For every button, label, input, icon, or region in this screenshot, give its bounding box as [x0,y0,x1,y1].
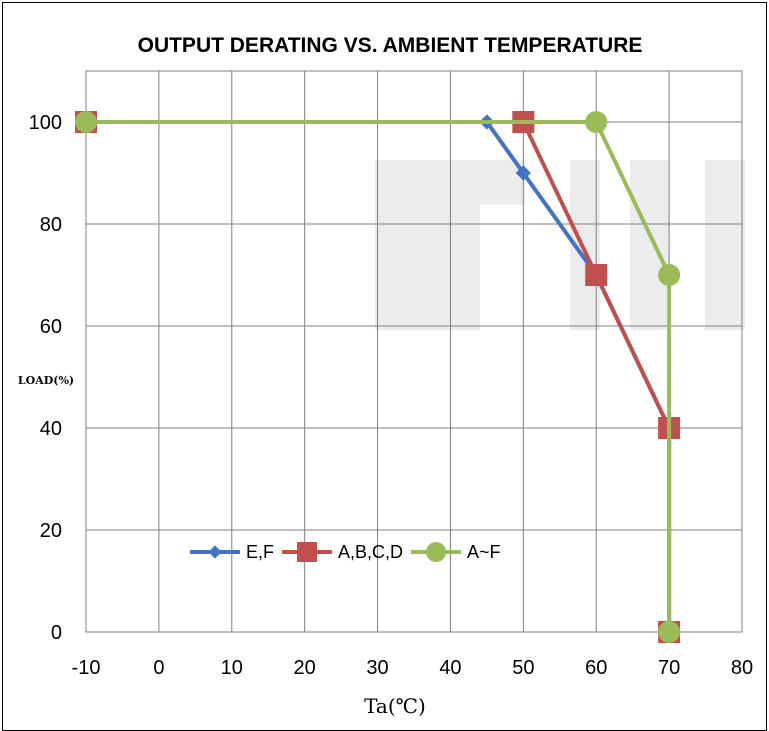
y-tick-label: 0 [51,622,62,644]
legend-label: A,B,C,D [338,542,403,562]
legend-item: A,B,C,D [282,542,403,562]
y-tick-label: 20 [40,520,62,542]
legend-label: E,F [246,542,274,562]
legend-item: E,F [190,542,274,562]
x-tick-label: 20 [294,657,316,679]
data-point-circle [658,621,681,643]
x-axis-ticks: -10 0 10 20 30 40 50 60 70 80 [72,657,754,679]
y-tick-label: 60 [40,316,62,338]
plot-area-border [85,70,743,633]
data-point-diamond [208,545,222,559]
x-tick-label: 60 [585,657,607,679]
y-axis-ticks: 0 20 40 60 80 100 [29,112,62,644]
legend-item: A~F [411,542,501,562]
legend: E,F A,B,C,D A~F [190,542,501,562]
legend-label: A~F [467,542,501,562]
data-point-diamond [515,165,531,181]
data-point-circle [426,542,447,562]
data-point-square [585,264,608,286]
data-point-circle [658,264,681,286]
x-tick-label: 30 [366,657,388,679]
x-tick-label: 80 [731,657,753,679]
y-tick-label: 40 [40,418,62,440]
x-tick-label: 40 [439,657,461,679]
series-line [86,120,672,632]
y-tick-label: 100 [29,112,62,134]
x-tick-label: 0 [153,657,164,679]
x-axis-label: Ta(℃) [364,694,426,718]
x-tick-label: 50 [512,657,534,679]
y-axis-label: LOAD(%) [18,374,74,387]
grid [85,70,743,633]
data-point-circle [585,111,608,133]
x-tick-label: -10 [72,657,101,679]
y-tick-label: 80 [40,214,62,236]
x-tick-label: 70 [658,657,680,679]
data-point-circle [75,111,97,133]
data-point-square [297,542,318,562]
watermark-logo [375,160,745,330]
series-layer [75,111,681,643]
chart-title: OUTPUT DERATING VS. AMBIENT TEMPERATURE [138,34,643,57]
series-a-f [75,111,681,643]
x-tick-label: 10 [221,657,243,679]
